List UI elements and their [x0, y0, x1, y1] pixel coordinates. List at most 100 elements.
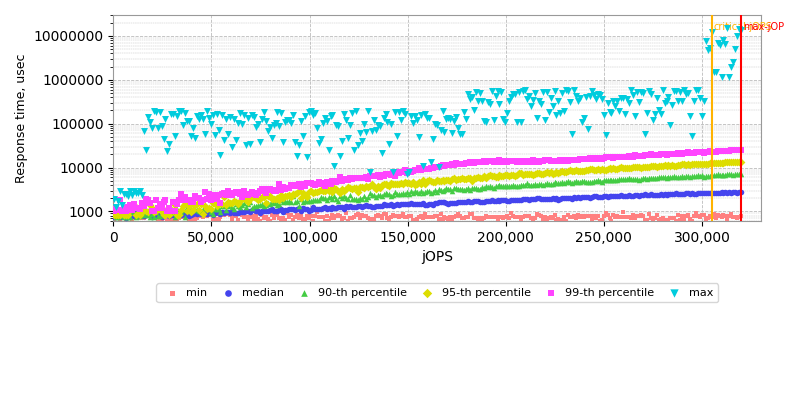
95-th percentile	[193, 207, 206, 213]
median	[146, 214, 158, 220]
median	[318, 204, 331, 210]
min	[560, 217, 573, 224]
min	[114, 217, 126, 224]
99-th percentile	[326, 178, 339, 184]
95-th percentile	[159, 211, 172, 218]
max	[240, 141, 253, 148]
99-th percentile	[226, 192, 238, 198]
95-th percentile	[428, 178, 441, 185]
median	[265, 206, 278, 212]
90-th percentile	[607, 176, 620, 183]
min	[371, 212, 384, 219]
max	[326, 112, 339, 118]
95-th percentile	[456, 175, 469, 182]
median	[626, 193, 639, 199]
99-th percentile	[320, 178, 333, 185]
95-th percentile	[482, 172, 494, 179]
max	[576, 118, 589, 125]
median	[440, 200, 453, 206]
median	[312, 206, 325, 212]
99-th percentile	[258, 187, 270, 193]
median	[367, 204, 380, 210]
median	[694, 190, 706, 197]
max	[586, 88, 598, 94]
95-th percentile	[293, 188, 306, 194]
max	[114, 188, 126, 194]
99-th percentile	[138, 202, 150, 209]
95-th percentile	[294, 195, 307, 202]
95-th percentile	[298, 192, 311, 198]
median	[622, 192, 635, 198]
median	[173, 212, 186, 218]
min	[621, 214, 634, 220]
min	[422, 214, 435, 220]
max	[446, 130, 458, 136]
median	[314, 206, 327, 212]
max	[467, 107, 480, 114]
max	[440, 116, 453, 122]
99-th percentile	[255, 186, 268, 193]
90-th percentile	[564, 179, 577, 186]
max	[391, 133, 404, 139]
90-th percentile	[153, 212, 166, 219]
median	[401, 201, 414, 207]
90-th percentile	[186, 205, 199, 212]
max	[664, 122, 677, 128]
median	[165, 209, 178, 216]
95-th percentile	[322, 188, 335, 194]
95-th percentile	[286, 191, 299, 198]
min	[316, 213, 329, 220]
90-th percentile	[185, 207, 198, 213]
max	[318, 115, 331, 121]
median	[290, 206, 303, 212]
95-th percentile	[177, 202, 190, 209]
99-th percentile	[186, 199, 199, 205]
90-th percentile	[678, 174, 690, 180]
99-th percentile	[625, 153, 638, 159]
95-th percentile	[670, 162, 682, 169]
min	[318, 218, 331, 224]
max	[518, 87, 531, 94]
99-th percentile	[662, 151, 675, 157]
max	[409, 112, 422, 119]
min	[626, 212, 639, 218]
min	[198, 210, 211, 216]
90-th percentile	[587, 178, 600, 184]
99-th percentile	[668, 150, 681, 157]
min	[678, 216, 690, 222]
90-th percentile	[466, 185, 478, 192]
99-th percentile	[582, 156, 594, 162]
99-th percentile	[242, 192, 254, 198]
min	[599, 210, 612, 217]
max	[648, 111, 661, 117]
median	[513, 196, 526, 203]
max	[397, 108, 410, 114]
95-th percentile	[729, 158, 742, 165]
99-th percentile	[568, 157, 581, 163]
95-th percentile	[526, 171, 539, 178]
99-th percentile	[230, 188, 242, 195]
99-th percentile	[595, 156, 608, 162]
90-th percentile	[326, 196, 339, 202]
99-th percentile	[598, 155, 610, 162]
median	[509, 197, 522, 204]
95-th percentile	[200, 206, 213, 213]
max	[489, 93, 502, 99]
90-th percentile	[362, 194, 374, 200]
99-th percentile	[265, 187, 278, 194]
90-th percentile	[529, 181, 542, 187]
min	[238, 214, 250, 220]
median	[171, 212, 184, 218]
99-th percentile	[354, 175, 366, 182]
95-th percentile	[318, 188, 331, 194]
max	[185, 133, 198, 140]
90-th percentile	[308, 197, 321, 203]
90-th percentile	[434, 186, 447, 193]
min	[674, 217, 686, 223]
90-th percentile	[471, 186, 484, 192]
95-th percentile	[505, 172, 518, 178]
99-th percentile	[385, 171, 398, 178]
max	[678, 87, 690, 93]
median	[462, 198, 474, 205]
max	[367, 117, 380, 123]
